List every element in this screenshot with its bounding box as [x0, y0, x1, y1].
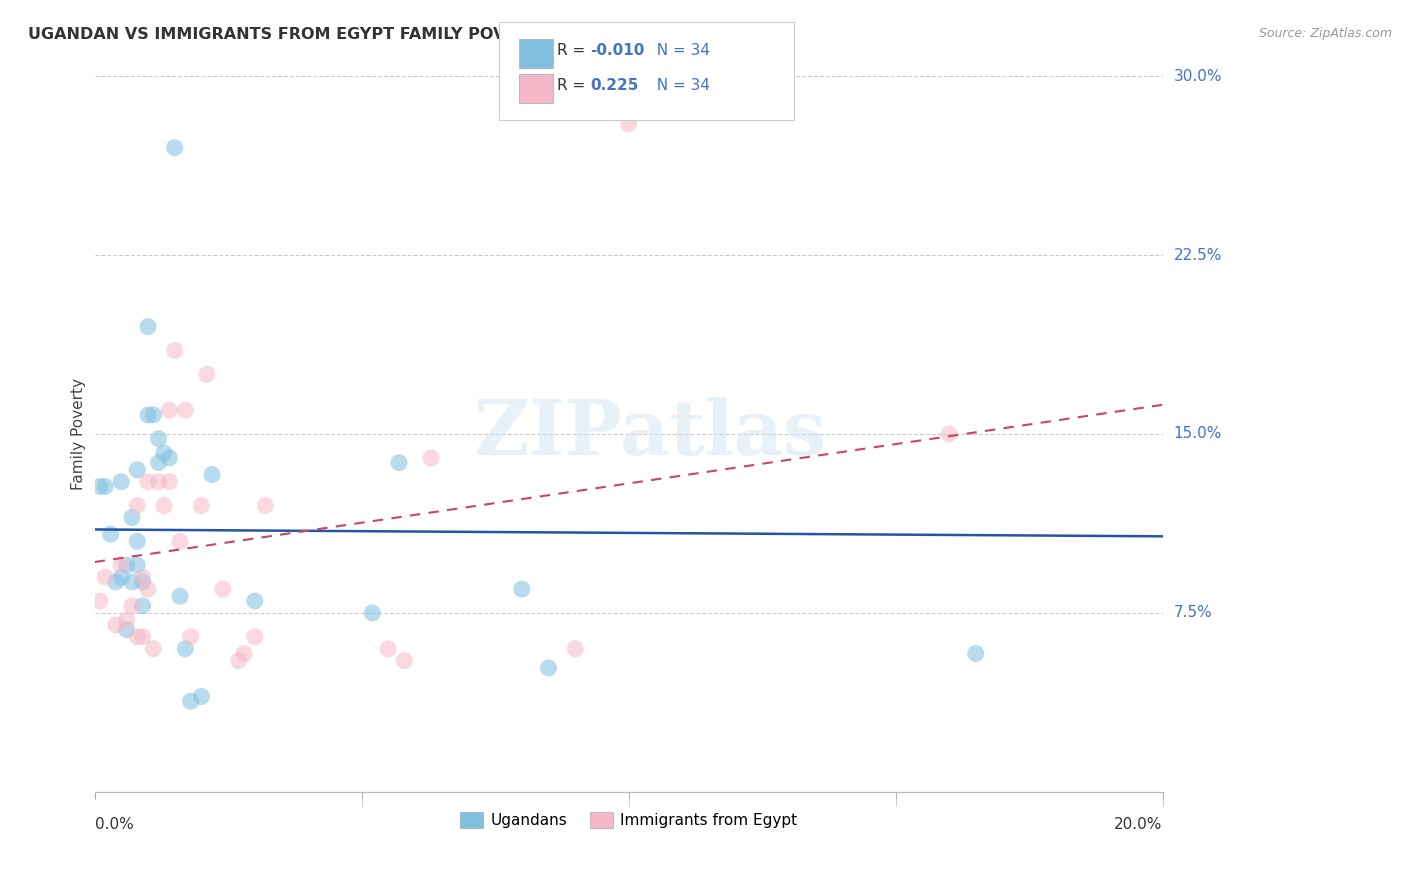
- Point: [617, 117, 640, 131]
- Text: R =: R =: [557, 43, 591, 58]
- Point: [211, 582, 233, 596]
- Point: [537, 661, 560, 675]
- Point: [89, 594, 111, 608]
- Point: [243, 630, 266, 644]
- Point: [163, 140, 186, 154]
- Text: N = 34: N = 34: [647, 78, 710, 94]
- Point: [938, 427, 960, 442]
- Point: [377, 641, 399, 656]
- Point: [131, 599, 153, 613]
- Point: [564, 641, 586, 656]
- Text: R =: R =: [557, 78, 595, 94]
- Point: [148, 475, 170, 489]
- Point: [94, 479, 117, 493]
- Point: [228, 654, 250, 668]
- Point: [965, 647, 987, 661]
- Point: [233, 647, 256, 661]
- Point: [169, 534, 191, 549]
- Point: [100, 527, 122, 541]
- Point: [121, 599, 143, 613]
- Point: [180, 630, 202, 644]
- Point: [131, 630, 153, 644]
- Y-axis label: Family Poverty: Family Poverty: [72, 378, 86, 490]
- Text: 22.5%: 22.5%: [1174, 247, 1222, 262]
- Text: -0.010: -0.010: [591, 43, 645, 58]
- Point: [89, 479, 111, 493]
- Text: UGANDAN VS IMMIGRANTS FROM EGYPT FAMILY POVERTY CORRELATION CHART: UGANDAN VS IMMIGRANTS FROM EGYPT FAMILY …: [28, 27, 748, 42]
- Point: [190, 690, 212, 704]
- Point: [115, 558, 138, 573]
- Point: [190, 499, 212, 513]
- Point: [136, 582, 159, 596]
- Point: [127, 499, 149, 513]
- Text: N = 34: N = 34: [647, 43, 710, 58]
- Point: [110, 570, 132, 584]
- Point: [131, 574, 153, 589]
- Text: 0.0%: 0.0%: [94, 817, 134, 832]
- Point: [153, 446, 176, 460]
- Point: [254, 499, 277, 513]
- Point: [127, 630, 149, 644]
- Point: [195, 368, 218, 382]
- Point: [180, 694, 202, 708]
- Point: [243, 594, 266, 608]
- Text: ZIPatlas: ZIPatlas: [474, 397, 827, 471]
- Point: [121, 574, 143, 589]
- Point: [148, 456, 170, 470]
- Point: [361, 606, 384, 620]
- Point: [104, 574, 127, 589]
- Text: 0.225: 0.225: [591, 78, 638, 94]
- Text: Source: ZipAtlas.com: Source: ZipAtlas.com: [1258, 27, 1392, 40]
- Point: [142, 408, 165, 422]
- Point: [110, 558, 132, 573]
- Text: 7.5%: 7.5%: [1174, 606, 1212, 621]
- Point: [388, 456, 411, 470]
- Point: [136, 319, 159, 334]
- Point: [136, 408, 159, 422]
- Point: [121, 510, 143, 524]
- Point: [157, 450, 180, 465]
- Point: [136, 475, 159, 489]
- Point: [115, 623, 138, 637]
- Point: [131, 570, 153, 584]
- Point: [174, 403, 197, 417]
- Text: 15.0%: 15.0%: [1174, 426, 1222, 442]
- Point: [174, 641, 197, 656]
- Point: [394, 654, 416, 668]
- Point: [157, 403, 180, 417]
- Point: [127, 558, 149, 573]
- Point: [510, 582, 533, 596]
- Point: [115, 613, 138, 627]
- Point: [127, 463, 149, 477]
- Point: [104, 618, 127, 632]
- Text: 20.0%: 20.0%: [1115, 817, 1163, 832]
- Text: 30.0%: 30.0%: [1174, 69, 1222, 84]
- Point: [127, 534, 149, 549]
- Point: [169, 589, 191, 603]
- Point: [157, 475, 180, 489]
- Point: [420, 450, 443, 465]
- Point: [110, 475, 132, 489]
- Point: [163, 343, 186, 358]
- Legend: Ugandans, Immigrants from Egypt: Ugandans, Immigrants from Egypt: [454, 806, 804, 834]
- Point: [142, 641, 165, 656]
- Point: [153, 499, 176, 513]
- Point: [148, 432, 170, 446]
- Point: [94, 570, 117, 584]
- Point: [201, 467, 224, 482]
